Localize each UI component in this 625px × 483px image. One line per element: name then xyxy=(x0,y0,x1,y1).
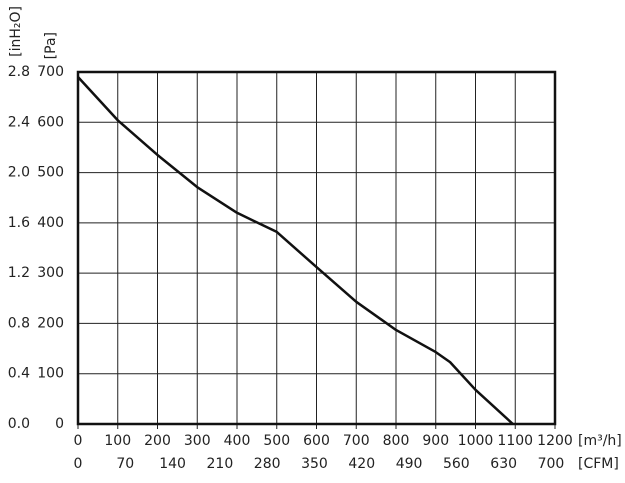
y-tick-label: 700 xyxy=(37,64,64,80)
x-tick-label: 1200 xyxy=(537,433,573,449)
x-tick-label: 100 xyxy=(104,433,131,449)
y-tick-label: 100 xyxy=(37,366,64,382)
x-tick-label: 400 xyxy=(224,433,251,449)
x2-tick-label: 0 xyxy=(74,456,83,472)
x-tick-label: 700 xyxy=(343,433,370,449)
x-tick-label: 800 xyxy=(383,433,410,449)
y-tick-label: 400 xyxy=(37,215,64,231)
y2-tick-label: 0.0 xyxy=(8,416,30,432)
x2-tick-label: 350 xyxy=(301,456,328,472)
y2-axis-title: [inH₂O] xyxy=(8,6,24,57)
x2-tick-label: 560 xyxy=(443,456,470,472)
x-tick-label: 900 xyxy=(422,433,449,449)
x2-tick-label: 70 xyxy=(116,456,134,472)
x2-tick-label: 630 xyxy=(490,456,517,472)
curve xyxy=(77,76,514,425)
y-tick-label: 600 xyxy=(37,114,64,130)
x2-axis-title: [CFM] xyxy=(578,456,619,472)
x2-tick-label: 700 xyxy=(538,456,565,472)
x2-tick-label: 280 xyxy=(254,456,281,472)
x2-tick-label: 140 xyxy=(159,456,186,472)
x-tick-label: 0 xyxy=(74,433,83,449)
x2-tick-label: 490 xyxy=(396,456,423,472)
y2-tick-label: 1.2 xyxy=(8,265,30,281)
y2-tick-label: 2.8 xyxy=(8,64,30,80)
x-tick-label: 200 xyxy=(144,433,171,449)
y2-tick-label: 0.4 xyxy=(8,366,30,382)
y2-tick-label: 0.8 xyxy=(8,315,30,331)
x2-tick-label: 210 xyxy=(207,456,234,472)
y2-tick-label: 1.6 xyxy=(8,215,30,231)
y-tick-label: 200 xyxy=(37,315,64,331)
y-tick-label: 300 xyxy=(37,265,64,281)
y-tick-label: 0 xyxy=(55,416,64,432)
x-tick-label: 300 xyxy=(184,433,211,449)
x-tick-label: 1100 xyxy=(497,433,533,449)
x-tick-label: 500 xyxy=(263,433,290,449)
x-tick-label: 600 xyxy=(303,433,330,449)
x2-tick-label: 420 xyxy=(348,456,375,472)
y2-tick-label: 2.0 xyxy=(8,165,30,181)
x-axis-title: [m³/h] xyxy=(578,433,622,449)
y-tick-label: 500 xyxy=(37,165,64,181)
x-tick-label: 1000 xyxy=(458,433,494,449)
y2-tick-label: 2.4 xyxy=(8,114,30,130)
y-axis-title: [Pa] xyxy=(43,32,59,59)
plot-frame xyxy=(76,70,557,426)
